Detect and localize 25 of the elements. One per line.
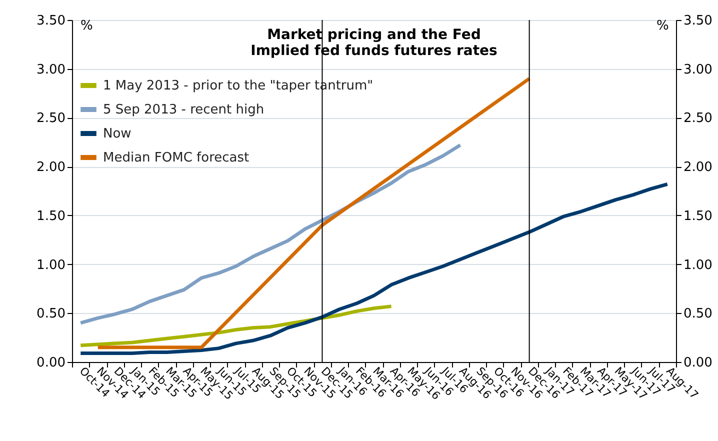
legend-label: Median FOMC forecast: [103, 150, 250, 166]
line-series: [78, 182, 670, 355]
line-series: [78, 143, 462, 325]
legend-label: Now: [103, 126, 132, 142]
y-tick-label: 0.00: [36, 356, 66, 370]
y2-tick-label: 1.00: [684, 258, 712, 273]
y2-tick-label: 0.00: [684, 356, 712, 370]
y2-tick-label: 1.50: [684, 208, 712, 224]
text: Market pricing and the Fed: [267, 27, 481, 43]
y-tick-label: 3.50: [36, 14, 66, 28]
y2-tick-label: 0.50: [684, 306, 712, 322]
y-tick-label: 1.50: [36, 208, 66, 224]
y-tick-label: 0.50: [36, 306, 66, 322]
y2-tick-label: 2.00: [684, 160, 712, 176]
y2-axis-title: %: [656, 18, 669, 34]
line-series: [78, 304, 394, 348]
y-tick-label: 2.50: [36, 111, 66, 126]
y2-tick-label: 3.50: [684, 14, 712, 28]
y-tick-label: 2.00: [36, 160, 66, 176]
y2-tick-label: 3.00: [684, 62, 712, 78]
y-axis-title: %: [80, 18, 93, 34]
legend-label: 5 Sep 2013 - recent high: [103, 102, 264, 118]
y-tick-label: 1.00: [36, 258, 66, 273]
y-tick-label: 3.00: [36, 62, 66, 78]
y2-tick-label: 2.50: [684, 111, 712, 126]
